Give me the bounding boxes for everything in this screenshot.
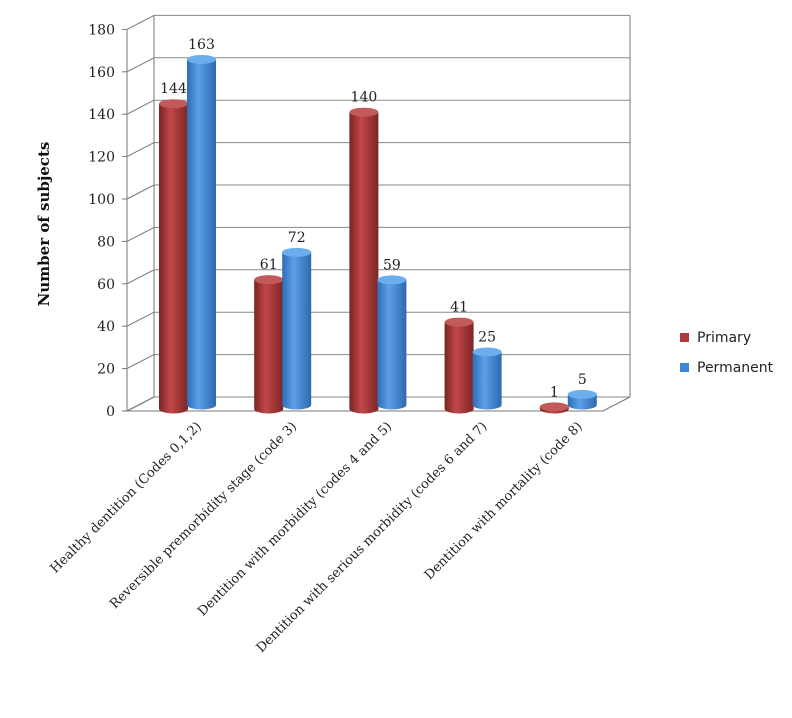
y-tick-label: 40	[97, 319, 115, 335]
x-category-label: Reversible premorbidity stage (code 3)	[107, 419, 300, 612]
bar-cap	[254, 275, 284, 285]
y-tick-label: 100	[88, 192, 115, 208]
gridline-diag	[126, 184, 155, 200]
legend-item-primary: Primary	[680, 330, 751, 346]
data-label: 59	[383, 257, 401, 273]
gridline-diag	[126, 99, 155, 115]
bar-cap	[349, 107, 379, 117]
gridline-diag	[126, 226, 155, 242]
bar-cap	[472, 347, 502, 357]
bar-cap	[539, 402, 569, 412]
permanent-bar-4	[472, 347, 502, 410]
bar-body	[349, 112, 379, 414]
y-tick-label: 60	[97, 277, 115, 293]
x-category-label: Dentition with serious morbidity (codes …	[254, 419, 491, 656]
bar-body	[254, 279, 284, 414]
gridline-diag	[126, 311, 155, 327]
bar-cap	[282, 247, 312, 257]
x-category-label: Dentition with morbidity (codes 4 and 5)	[195, 419, 395, 619]
data-label: 25	[478, 330, 496, 346]
bar-cap	[187, 54, 216, 64]
data-label: 144	[160, 81, 187, 97]
bar-body	[159, 103, 188, 414]
y-tick-label: 160	[88, 65, 115, 81]
permanent-bar-5	[567, 389, 597, 410]
permanent-bar-1	[187, 54, 216, 410]
y-tick-label: 80	[97, 234, 115, 250]
gridline-diag	[126, 396, 155, 412]
bar-cap	[567, 389, 597, 399]
x-category-label: Healthy dentition (Codes 0,1,2)	[48, 419, 205, 576]
permanent-bar-2	[282, 247, 312, 410]
y-tick-label: 180	[88, 22, 115, 38]
primary-bar-5	[539, 402, 569, 414]
primary-bar-4	[444, 317, 474, 414]
data-label: 61	[260, 257, 278, 273]
bar-cap	[444, 317, 474, 327]
gridline-diag	[126, 14, 155, 30]
legend-swatch	[680, 363, 689, 372]
bar-body	[282, 252, 312, 410]
y-tick-label: 140	[88, 107, 115, 123]
gridline-diag	[126, 57, 155, 73]
y-tick-label: 0	[106, 404, 115, 420]
y-axis-title: Number of subjects	[35, 142, 53, 307]
bar-cap	[159, 99, 188, 109]
y-tick-label: 20	[97, 362, 115, 378]
legend-swatch	[680, 333, 689, 342]
bar-body	[377, 279, 407, 410]
data-label: 5	[578, 372, 587, 388]
x-axis-categories: Healthy dentition (Codes 0,1,2)Reversibl…	[48, 419, 586, 656]
data-label: 41	[450, 300, 468, 316]
data-label: 140	[351, 90, 378, 106]
y-axis-ticks: 0 20 40 60 80 100 120 140 160 180	[88, 22, 127, 420]
primary-bar-3	[349, 107, 379, 414]
legend-label: Primary	[697, 330, 751, 346]
bar-cap	[377, 275, 407, 285]
data-label: 72	[288, 230, 306, 246]
bar-body	[472, 352, 502, 410]
bar-body	[187, 59, 216, 410]
legend-label: Permanent	[697, 360, 774, 376]
permanent-bar-3	[377, 275, 407, 410]
data-label: 1	[550, 384, 559, 400]
data-label: 163	[188, 37, 215, 53]
bars	[159, 54, 597, 414]
legend: Primary Permanent	[680, 330, 774, 376]
x-category-label: Dentition with mortality (code 8)	[422, 419, 586, 583]
gridline-diag	[126, 142, 155, 158]
legend-item-permanent: Permanent	[680, 360, 774, 376]
gridline-diag	[126, 354, 155, 370]
gridline-diag	[126, 269, 155, 285]
data-labels: 144 163 61 72 140 59 41 25 1 5	[160, 37, 587, 400]
primary-bar-1	[159, 99, 188, 414]
y-tick-label: 120	[88, 150, 115, 166]
primary-bar-2	[254, 275, 284, 414]
bar-body	[444, 322, 474, 414]
